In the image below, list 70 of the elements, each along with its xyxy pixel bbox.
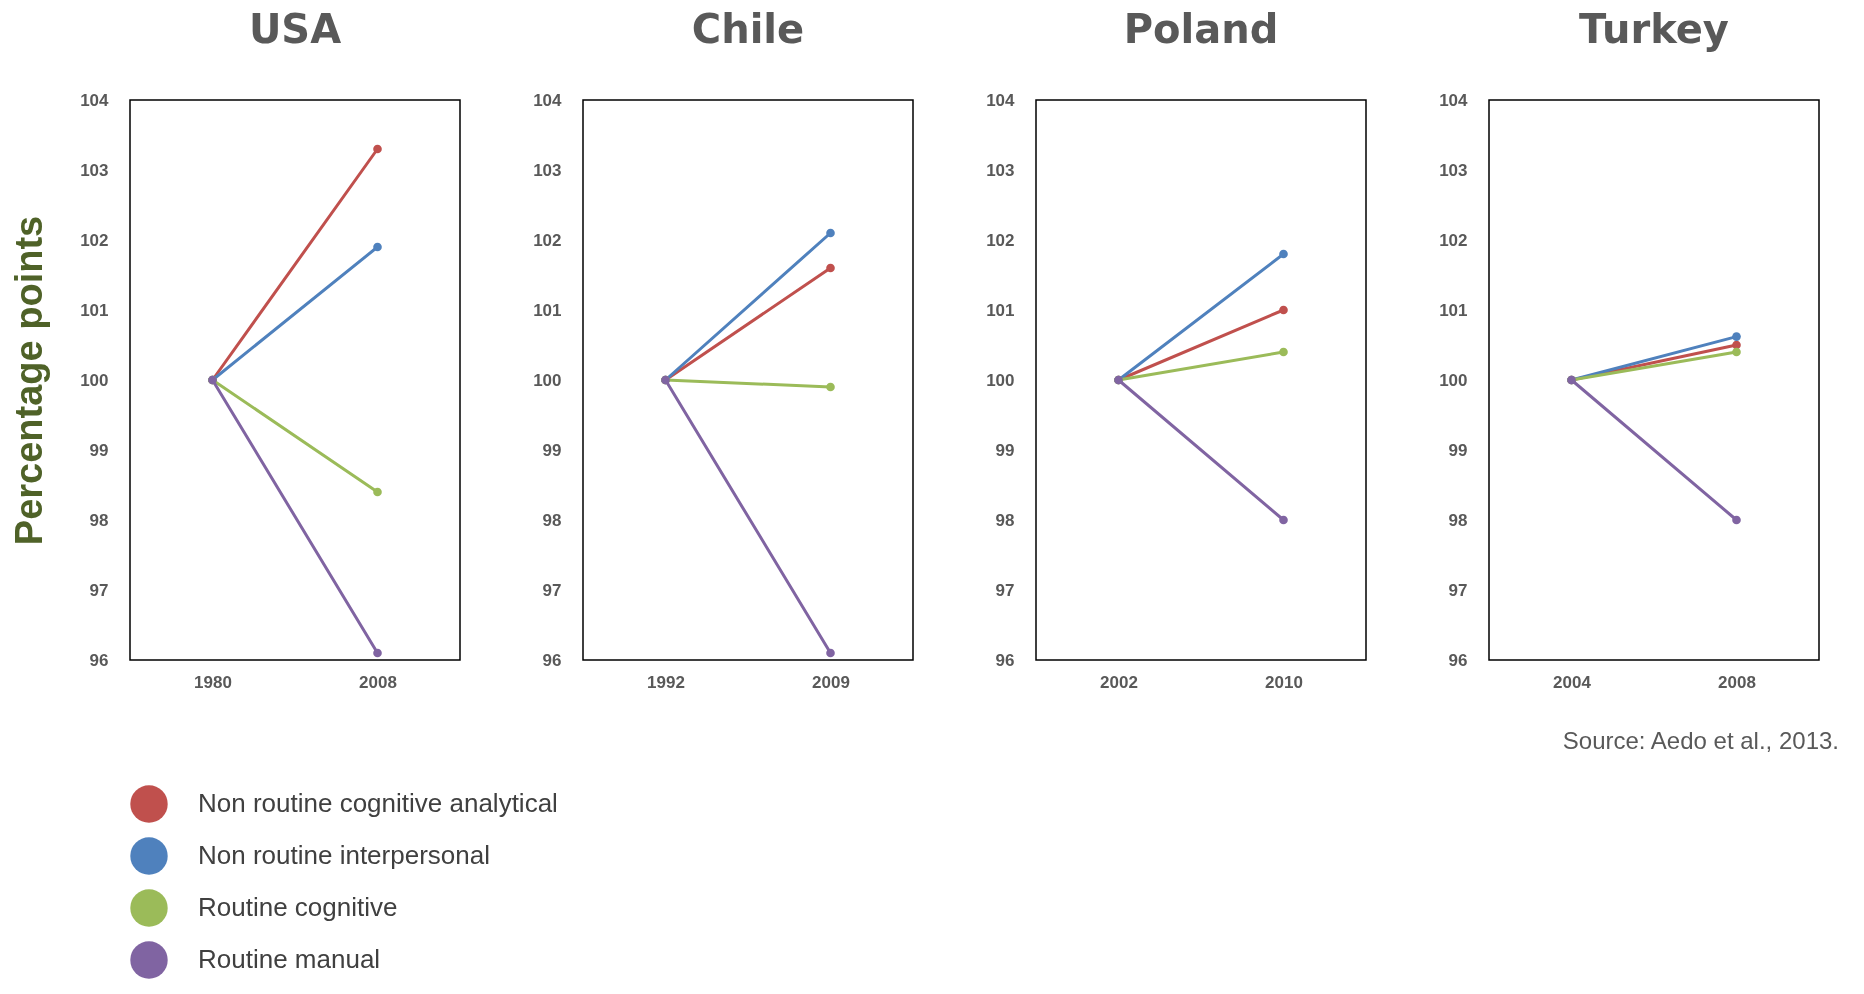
y-tick-label: 99 [89, 440, 109, 460]
x-tick-label: 1980 [194, 672, 232, 692]
y-tick-label: 102 [533, 230, 562, 250]
y-tick-label: 96 [1448, 650, 1468, 670]
y-tick-label: 102 [1439, 230, 1468, 250]
y-tick-label: 100 [80, 370, 109, 390]
y-tick-label: 101 [986, 300, 1015, 320]
point [1732, 340, 1741, 350]
point [1279, 305, 1288, 315]
point [373, 144, 382, 154]
y-tick-label: 96 [542, 650, 562, 670]
y-tick-label: 96 [995, 650, 1015, 670]
y-tick-label: 98 [542, 510, 562, 530]
y-tick-label: 102 [80, 230, 109, 250]
y-tick-label: 97 [1448, 580, 1468, 600]
point [826, 228, 835, 238]
y-tick-label: 100 [986, 370, 1015, 390]
y-tick-label: 104 [533, 90, 563, 110]
point [826, 382, 835, 392]
y-tick-label: 104 [80, 90, 110, 110]
legend-label: Non routine cognitive analytical [198, 788, 558, 818]
y-tick-label: 97 [995, 580, 1015, 600]
point [1732, 347, 1741, 357]
y-tick-label: 97 [89, 580, 109, 600]
y-tick-label: 99 [995, 440, 1015, 460]
y-tick-label: 104 [1439, 90, 1469, 110]
legend-label: Routine manual [198, 944, 381, 974]
y-tick-label: 104 [986, 90, 1016, 110]
x-tick-label: 2009 [812, 672, 850, 692]
y-tick-label: 96 [89, 650, 109, 670]
point [373, 487, 382, 497]
y-tick-label: 100 [1439, 370, 1468, 390]
x-tick-label: 2010 [1265, 672, 1303, 692]
y-tick-label: 103 [80, 160, 109, 180]
chart-title: Turkey [1579, 6, 1729, 52]
y-tick-label: 102 [986, 230, 1015, 250]
y-tick-label: 98 [89, 510, 109, 530]
y-tick-label: 100 [533, 370, 562, 390]
x-tick-label: 1992 [647, 672, 685, 692]
chart-title: Poland [1123, 6, 1279, 52]
x-tick-label: 2008 [359, 672, 397, 692]
y-tick-label: 101 [80, 300, 109, 320]
y-tick-label: 103 [1439, 160, 1468, 180]
y-tick-label: 97 [542, 580, 562, 600]
x-tick-label: 2008 [1718, 672, 1756, 692]
y-tick-label: 103 [986, 160, 1015, 180]
x-tick-label: 2004 [1553, 672, 1592, 692]
chart-title: USA [248, 6, 342, 52]
y-tick-label: 101 [1439, 300, 1468, 320]
legend-label: Non routine interpersonal [198, 840, 490, 870]
point [373, 242, 382, 252]
point [1732, 332, 1741, 341]
point [1279, 515, 1288, 525]
y-tick-label: 101 [533, 300, 562, 320]
point [1279, 347, 1288, 357]
y-tick-label: 98 [995, 510, 1015, 530]
point [1279, 249, 1288, 259]
y-tick-label: 103 [533, 160, 562, 180]
legend-label: Routine cognitive [198, 892, 398, 922]
y-tick-label: 99 [542, 440, 562, 460]
point [1732, 515, 1741, 525]
x-tick-label: 2002 [1100, 672, 1138, 692]
y-tick-label: 99 [1448, 440, 1468, 460]
y-tick-label: 98 [1448, 510, 1468, 530]
y-axis-title: Percentage points [8, 215, 51, 546]
point [373, 648, 382, 658]
source-note: Source: Aedo et al., 2013. [1562, 727, 1839, 754]
point [826, 263, 835, 273]
point [826, 648, 835, 658]
chart-title: Chile [691, 6, 805, 52]
